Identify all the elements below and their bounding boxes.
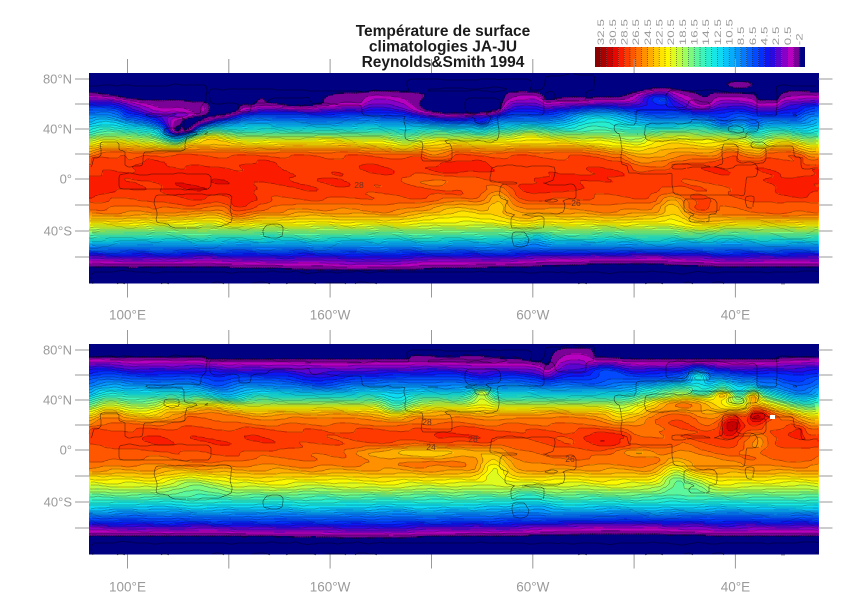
- svg-text:16.5: 16.5: [689, 19, 700, 45]
- svg-text:40°S: 40°S: [44, 495, 73, 510]
- svg-text:climatologies JA-JU: climatologies JA-JU: [369, 39, 517, 56]
- svg-text:80°N: 80°N: [43, 72, 72, 87]
- svg-text:32.5: 32.5: [596, 19, 607, 45]
- svg-text:0.5: 0.5: [783, 27, 794, 46]
- svg-text:40°E: 40°E: [721, 308, 750, 323]
- svg-text:26.5: 26.5: [631, 19, 642, 45]
- svg-text:14.5: 14.5: [701, 19, 712, 45]
- svg-text:20.5: 20.5: [666, 19, 677, 45]
- svg-text:Reynolds&Smith 1994: Reynolds&Smith 1994: [362, 54, 525, 71]
- svg-text:0°: 0°: [60, 443, 72, 458]
- svg-text:24.5: 24.5: [643, 19, 654, 45]
- svg-text:28.5: 28.5: [619, 19, 630, 45]
- svg-text:28: 28: [422, 417, 432, 427]
- svg-text:-2: -2: [794, 33, 805, 45]
- svg-text:22.5: 22.5: [654, 19, 665, 45]
- svg-text:60°W: 60°W: [516, 580, 549, 595]
- svg-text:80°N: 80°N: [43, 343, 72, 358]
- svg-text:18.5: 18.5: [678, 19, 689, 45]
- svg-text:28: 28: [354, 180, 364, 190]
- svg-text:160°W: 160°W: [310, 580, 351, 595]
- svg-text:100°E: 100°E: [109, 308, 146, 323]
- svg-text:2.5: 2.5: [771, 27, 782, 46]
- svg-text:Température de surface: Température de surface: [356, 23, 531, 40]
- svg-text:8.5: 8.5: [736, 27, 747, 46]
- svg-text:6.5: 6.5: [748, 27, 759, 46]
- svg-text:28: 28: [468, 434, 478, 444]
- svg-text:4.5: 4.5: [759, 27, 770, 46]
- svg-text:40°E: 40°E: [721, 580, 750, 595]
- svg-text:40°N: 40°N: [43, 393, 72, 408]
- svg-text:24: 24: [426, 442, 436, 452]
- svg-text:160°W: 160°W: [310, 308, 351, 323]
- svg-text:0°: 0°: [60, 172, 72, 187]
- svg-text:40°S: 40°S: [44, 224, 73, 239]
- svg-text:26: 26: [565, 454, 575, 464]
- svg-text:30.5: 30.5: [608, 19, 619, 45]
- svg-text:10.5: 10.5: [724, 19, 735, 45]
- svg-text:40°N: 40°N: [43, 122, 72, 137]
- svg-text:26: 26: [571, 198, 581, 208]
- svg-text:60°W: 60°W: [516, 308, 549, 323]
- svg-text:100°E: 100°E: [109, 580, 146, 595]
- svg-text:12.5: 12.5: [713, 19, 724, 45]
